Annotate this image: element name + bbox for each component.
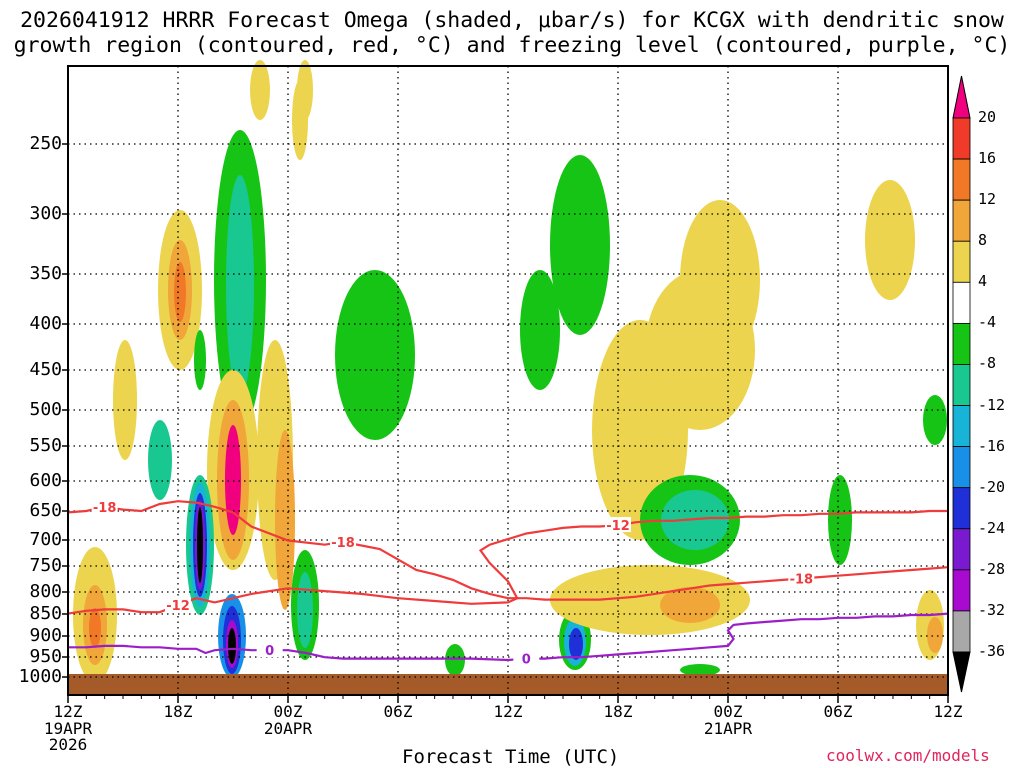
colorbar-top-arrow (952, 75, 971, 119)
omega-shade-10 (226, 175, 254, 395)
y-tick-label: 850 (29, 603, 62, 624)
colorbar-label: -24 (978, 518, 1006, 537)
colorbar-segment-5 (952, 281, 971, 324)
dgz-contour-minus12 (67, 509, 948, 615)
colorbar-segment-1 (952, 117, 971, 160)
x-tick-label: 06Z (383, 702, 413, 721)
chart-title-line-2: growth region (contoured, red, °C) and f… (13, 33, 1011, 58)
x-tick-label: 00Z (273, 702, 303, 721)
colorbar-label: 20 (978, 108, 997, 126)
colorbar-segment-3 (952, 199, 971, 242)
omega-shade-24 (275, 430, 295, 610)
colorbar-label: -20 (978, 477, 1006, 496)
y-tick-label: 800 (29, 581, 62, 602)
omega-shade-27 (335, 270, 415, 440)
colorbar-label: -32 (978, 600, 1006, 619)
omega-shade-3 (113, 340, 137, 460)
colorbar-label: 16 (978, 149, 997, 168)
omega-shade-2 (89, 608, 101, 648)
y-tick-label: 1000 (18, 666, 62, 687)
label-dgz-minus18-c: -18 (790, 572, 814, 587)
y-tick-label: 400 (29, 313, 62, 334)
colorbar-segment-6 (952, 322, 971, 365)
omega-shade-13 (225, 425, 241, 535)
colorbar-segment-13 (952, 610, 971, 653)
colorbar-label: 4 (978, 272, 988, 291)
omega-shade-39 (660, 587, 720, 623)
terrain-band (68, 674, 948, 695)
colorbar-label: 12 (978, 190, 997, 209)
y-tick-label: 350 (29, 263, 62, 284)
y-tick-label: 650 (29, 500, 62, 521)
y-tick-label: 900 (29, 625, 62, 646)
label-dgz-minus18-a: -18 (93, 501, 117, 516)
credit-link[interactable]: coolwx.com/models (826, 746, 990, 765)
y-tick-label: 300 (29, 203, 62, 224)
y-tick-label: 250 (29, 133, 62, 154)
colorbar-segment-8 (952, 405, 971, 448)
colorbar-label: -28 (978, 559, 1006, 578)
omega-shade-44 (927, 617, 943, 653)
x-tick-label: 18Z (603, 702, 633, 721)
chart-title-line-1: 2026041912 HRRR Forecast Omega (shaded, … (20, 8, 1004, 33)
omega-shade-49 (680, 664, 720, 676)
y-tick-label: 450 (29, 359, 62, 380)
colorbar-label: -8 (978, 354, 997, 373)
y-tick-label: 550 (29, 435, 62, 456)
x-tick-sub2: 2026 (48, 735, 88, 754)
y-tick-label: 750 (29, 555, 62, 576)
colorbar-label: -4 (978, 313, 997, 332)
y-tick-label: 700 (29, 529, 62, 550)
colorbar-segment-12 (952, 569, 971, 612)
y-tick-label: 950 (29, 646, 62, 667)
x-tick-sub: 21APR (703, 719, 753, 738)
colorbar-segment-7 (952, 364, 971, 406)
x-tick-label: 12Z (53, 702, 83, 721)
omega-shade-29 (520, 270, 560, 390)
omega-shade-47 (250, 60, 270, 120)
y-tick-label: 500 (29, 399, 62, 420)
omega-shade-18 (197, 507, 203, 583)
colorbar-label: -16 (978, 436, 1006, 455)
colorbar-label: 8 (978, 231, 988, 250)
x-tick-label: 12Z (493, 702, 523, 721)
omega-shade-30 (550, 155, 610, 335)
label-freezing-0-b: 0 (522, 653, 531, 668)
omega-shade-28 (445, 644, 465, 676)
omega-shade-8 (194, 330, 206, 390)
omega-shade-45 (923, 395, 947, 445)
omega-shade-6 (174, 262, 186, 322)
x-tick-sub: 20APR (263, 719, 313, 738)
colorbar-bottom-arrow (952, 651, 971, 693)
x-tick-sub: 19APR (43, 719, 93, 738)
colorbar-segment-10 (952, 487, 971, 530)
colorbar-segment-11 (952, 528, 971, 571)
colorbar-segment-9 (952, 446, 971, 489)
omega-shade-42 (865, 180, 915, 300)
omega-shade-48 (297, 60, 313, 120)
colorbar-segment-4 (952, 240, 971, 283)
colorbar-segment-2 (952, 158, 971, 201)
omega-shade-22 (228, 628, 236, 664)
omega-shade-7 (148, 420, 172, 500)
plot-border (67, 65, 949, 696)
label-dgz-minus18-b: -18 (331, 536, 355, 551)
x-tick-label: 00Z (713, 702, 743, 721)
label-dgz-minus12-b: -12 (606, 519, 630, 534)
y-tick-label: 600 (29, 470, 62, 491)
colorbar-label: -12 (978, 395, 1006, 414)
omega-shade-41 (828, 475, 852, 565)
freezing-level-contour (68, 612, 949, 662)
x-tick-label: 12Z (933, 702, 963, 721)
label-freezing-0-a: 0 (265, 644, 274, 659)
x-tick-label: 18Z (163, 702, 193, 721)
colorbar-label: -36 (978, 642, 1006, 660)
omega-shade-40 (680, 200, 760, 360)
x-tick-label: 06Z (823, 702, 853, 721)
x-axis-title: Forecast Time (UTC) (402, 746, 620, 768)
label-dgz-minus12-a: -12 (166, 599, 190, 614)
omega-shade-33 (569, 628, 583, 660)
